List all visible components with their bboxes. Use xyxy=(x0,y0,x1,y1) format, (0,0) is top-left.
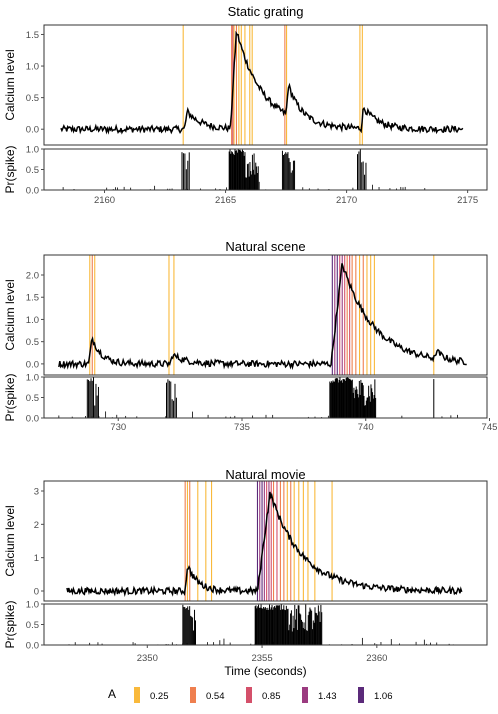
x-tick-label: 740 xyxy=(358,422,374,433)
probability-panel-border xyxy=(43,376,488,419)
spike-probability-bars xyxy=(62,149,447,190)
y-axis-label: Calcium level xyxy=(3,49,17,120)
legend-item: 0.85 xyxy=(246,687,281,703)
y-tick-label: 2 xyxy=(34,520,39,531)
calcium-panel-border xyxy=(43,254,488,376)
legend-label: 0.25 xyxy=(150,691,169,702)
legend-swatch xyxy=(246,687,252,703)
y-tick-label: 1.0 xyxy=(26,62,39,73)
prob-y-axis-label: Pr(spike) xyxy=(3,600,17,648)
prob-y-tick-label: 0.0 xyxy=(26,414,39,425)
legend-label: 1.06 xyxy=(374,691,393,702)
spike-markers xyxy=(89,255,435,375)
legend-swatch xyxy=(302,687,308,703)
prob-y-tick-label: 0.0 xyxy=(26,641,39,652)
spike-probability-bars xyxy=(58,377,458,418)
chart-title: Natural scene xyxy=(225,239,305,254)
legend: A 0.25 0.54 0.85 1.43 1.06 xyxy=(108,687,393,703)
legend-label: 0.54 xyxy=(206,691,225,702)
legend-item: 1.43 xyxy=(302,687,337,703)
prob-y-axis-label: Pr(spike) xyxy=(3,145,17,193)
legend-item: 1.06 xyxy=(358,687,393,703)
chart-panel-1: Static grating 0.0 0.5 1.0 1.5 Calcium level 0… xyxy=(3,4,488,206)
y-tick-label: 0.0 xyxy=(26,359,39,370)
chart-panel-2: Natural scene 0.0 0.5 1.0 1.5 2.0 Calcium leve… xyxy=(3,239,497,433)
y-tick-label: 0.5 xyxy=(26,93,39,104)
chart-title: Natural movie xyxy=(225,467,305,482)
y-axis-label: Calcium level xyxy=(3,279,17,350)
prob-y-tick-label: 1.0 xyxy=(26,600,39,611)
prob-y-tick-label: 0.5 xyxy=(26,393,39,404)
prob-y-tick-label: 0.0 xyxy=(26,186,39,197)
legend-item: 0.25 xyxy=(134,687,169,703)
y-tick-label: 1.5 xyxy=(26,30,39,41)
x-tick-label: 2160 xyxy=(94,195,115,206)
prob-y-tick-label: 0.5 xyxy=(26,620,39,631)
prob-y-tick-label: 0.5 xyxy=(26,165,39,176)
y-tick-label: 1.5 xyxy=(26,293,39,304)
y-tick-label: 0.0 xyxy=(26,125,39,136)
legend-label: 1.43 xyxy=(318,691,337,702)
chart-title: Static grating xyxy=(228,4,304,19)
legend-item: 0.54 xyxy=(190,687,225,703)
x-tick-label: 2350 xyxy=(137,653,158,664)
x-tick-label: 2170 xyxy=(336,195,357,206)
legend-title: A xyxy=(108,687,116,701)
legend-swatch xyxy=(358,687,364,703)
prob-y-tick-label: 1.0 xyxy=(26,145,39,156)
x-tick-label: 730 xyxy=(110,422,126,433)
prob-y-tick-label: 1.0 xyxy=(26,373,39,384)
x-tick-label: 735 xyxy=(234,422,250,433)
x-tick-label: 2355 xyxy=(251,653,272,664)
prob-y-axis-label: Pr(spike) xyxy=(3,373,17,421)
x-tick-label: 2360 xyxy=(366,653,387,664)
calcium-panel-border xyxy=(43,24,488,146)
calcium-panel-border xyxy=(43,480,488,602)
y-tick-label: 0.5 xyxy=(26,337,39,348)
legend-swatch xyxy=(134,687,140,703)
y-tick-label: 2.0 xyxy=(26,271,39,282)
x-tick-label: 745 xyxy=(482,422,498,433)
x-tick-label: 2165 xyxy=(215,195,236,206)
chart-panel-3: Natural movie 0 1 2 3 Calcium level 0.0 0.5 1.0 P… xyxy=(3,467,488,678)
calcium-trace xyxy=(58,263,467,371)
probability-panel-border xyxy=(43,148,488,191)
y-axis-label: Calcium level xyxy=(3,505,17,576)
x-tick-label: 2175 xyxy=(457,195,478,206)
calcium-trace xyxy=(66,491,463,598)
y-tick-label: 1 xyxy=(34,553,39,564)
y-tick-label: 1.0 xyxy=(26,315,39,326)
legend-swatch xyxy=(190,687,196,703)
calcium-trace xyxy=(60,30,464,135)
y-tick-label: 3 xyxy=(34,487,39,498)
legend-label: 0.85 xyxy=(262,691,281,702)
y-tick-label: 0 xyxy=(34,587,39,598)
x-axis-label: Time (seconds) xyxy=(224,664,306,678)
spike-probability-bars xyxy=(68,604,454,645)
